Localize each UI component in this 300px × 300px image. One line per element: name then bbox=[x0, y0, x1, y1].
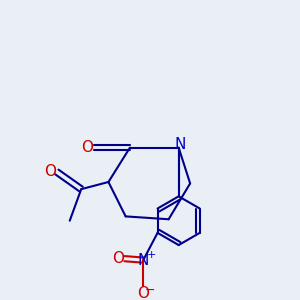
Text: +: + bbox=[147, 250, 157, 260]
Text: O: O bbox=[112, 251, 124, 266]
Text: N: N bbox=[174, 137, 186, 152]
Text: O: O bbox=[81, 140, 93, 155]
Text: O: O bbox=[44, 164, 56, 179]
Text: −: − bbox=[144, 284, 155, 297]
Text: O: O bbox=[137, 286, 149, 300]
Text: N: N bbox=[137, 253, 149, 268]
